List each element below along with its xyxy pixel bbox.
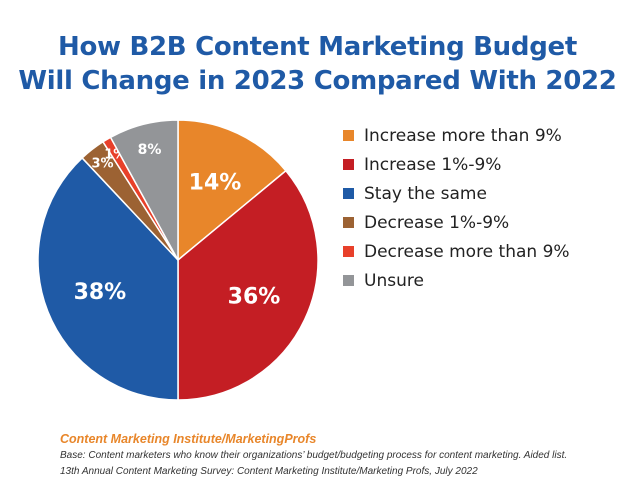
legend-swatch [343,188,354,199]
chart-title-line-1: How B2B Content Marketing Budget [58,32,577,62]
legend-item-decrease-1-9: Decrease 1%-9% [343,208,570,237]
pie-slice-label-0: 14% [189,170,242,195]
legend-item-decrease-more-than-9: Decrease more than 9% [343,237,570,266]
legend-label: Decrease 1%-9% [364,212,510,233]
pie-slice-0 [177,119,287,262]
chart-title-line-2: Will Change in 2023 Compared With 2022 [18,66,617,96]
legend-swatch [343,275,354,286]
chart-title: How B2B Content Marketing Budget Will Ch… [0,30,635,98]
pie-slice-label-3: 3% [91,156,113,171]
legend-item-increase-1-9: Increase 1%-9% [343,150,570,179]
base-note: Base: Content marketers who know their o… [60,450,568,461]
legend-label: Stay the same [364,183,487,204]
chart-legend: Increase more than 9% Increase 1%-9% Sta… [343,121,570,295]
legend-label: Unsure [364,270,424,291]
survey-note: 13th Annual Content Marketing Survey: Co… [60,466,478,477]
legend-swatch [343,130,354,141]
pie-slice-1 [177,169,319,401]
pie-slice-5 [109,119,179,261]
legend-swatch [343,246,354,257]
legend-swatch [343,217,354,228]
legend-label: Increase more than 9% [364,125,562,146]
legend-item-unsure: Unsure [343,266,570,295]
source-credit: Content Marketing Institute/MarketingPro… [60,432,317,446]
pie-slice-label-1: 36% [228,285,281,310]
pie-slice-2 [37,156,179,401]
legend-item-increase-more-than-9: Increase more than 9% [343,121,570,150]
legend-item-stay-the-same: Stay the same [343,179,570,208]
pie-slice-label-5: 8% [138,142,162,158]
legend-label: Decrease more than 9% [364,241,570,262]
pie-slice-label-2: 38% [74,280,127,305]
legend-swatch [343,159,354,170]
legend-label: Increase 1%-9% [364,154,502,175]
